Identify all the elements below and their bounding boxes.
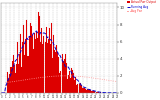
Bar (21, 67, 22, 93)
Bar (30, 23, 31, 93)
Bar (90, 90, 91, 93)
Bar (24, 55, 25, 93)
Bar (72, 70, 73, 93)
Bar (54, 50, 55, 93)
Bar (63, 61, 64, 93)
Bar (94, 91, 96, 93)
Bar (29, 36, 30, 93)
Bar (86, 90, 87, 93)
Bar (40, 42, 41, 93)
Bar (59, 73, 60, 93)
Bar (76, 85, 77, 93)
Bar (41, 28, 42, 93)
Bar (58, 57, 59, 93)
Bar (39, 16, 40, 93)
Bar (98, 92, 99, 93)
Bar (60, 71, 61, 93)
Bar (17, 42, 18, 93)
Bar (12, 61, 13, 93)
Bar (32, 35, 33, 93)
Bar (87, 89, 88, 93)
Bar (66, 63, 67, 93)
Bar (37, 38, 38, 93)
Bar (26, 20, 28, 93)
Bar (100, 92, 101, 93)
Bar (75, 77, 76, 93)
Bar (44, 42, 46, 93)
Bar (82, 88, 83, 93)
Bar (35, 39, 36, 93)
Bar (88, 90, 89, 93)
Bar (70, 78, 71, 93)
Bar (15, 73, 16, 93)
Bar (38, 12, 39, 93)
Bar (46, 27, 47, 93)
Bar (7, 72, 8, 93)
Bar (14, 65, 15, 93)
Bar (91, 90, 92, 93)
Bar (77, 84, 79, 93)
Bar (34, 33, 35, 93)
Bar (93, 91, 94, 93)
Bar (42, 44, 43, 93)
Bar (48, 39, 49, 93)
Bar (50, 44, 51, 93)
Bar (69, 71, 70, 93)
Bar (74, 80, 75, 93)
Bar (25, 39, 26, 93)
Bar (73, 73, 74, 93)
Bar (36, 32, 37, 93)
Bar (56, 46, 57, 93)
Legend: Actual Pwr Output, Running Avg, Avg Pwr: Actual Pwr Output, Running Avg, Avg Pwr (127, 0, 156, 14)
Bar (49, 28, 50, 93)
Bar (92, 91, 93, 93)
Bar (9, 74, 10, 93)
Bar (51, 23, 52, 93)
Bar (23, 25, 24, 93)
Bar (18, 64, 19, 93)
Bar (55, 52, 56, 93)
Bar (11, 67, 12, 93)
Bar (85, 89, 86, 93)
Bar (84, 88, 85, 93)
Bar (8, 79, 9, 93)
Bar (47, 43, 48, 93)
Bar (57, 52, 58, 93)
Bar (79, 84, 80, 93)
Bar (71, 68, 72, 93)
Bar (67, 79, 68, 93)
Bar (20, 34, 21, 93)
Bar (83, 88, 84, 93)
Bar (65, 55, 66, 93)
Bar (97, 92, 98, 93)
Bar (81, 85, 82, 93)
Bar (68, 75, 69, 93)
Bar (89, 89, 90, 93)
Bar (64, 59, 65, 93)
Bar (16, 64, 17, 93)
Bar (52, 58, 53, 93)
Bar (13, 55, 14, 93)
Bar (80, 83, 81, 93)
Bar (53, 35, 54, 93)
Bar (31, 26, 32, 93)
Bar (61, 54, 63, 93)
Bar (22, 42, 23, 93)
Bar (19, 54, 20, 93)
Bar (33, 49, 34, 93)
